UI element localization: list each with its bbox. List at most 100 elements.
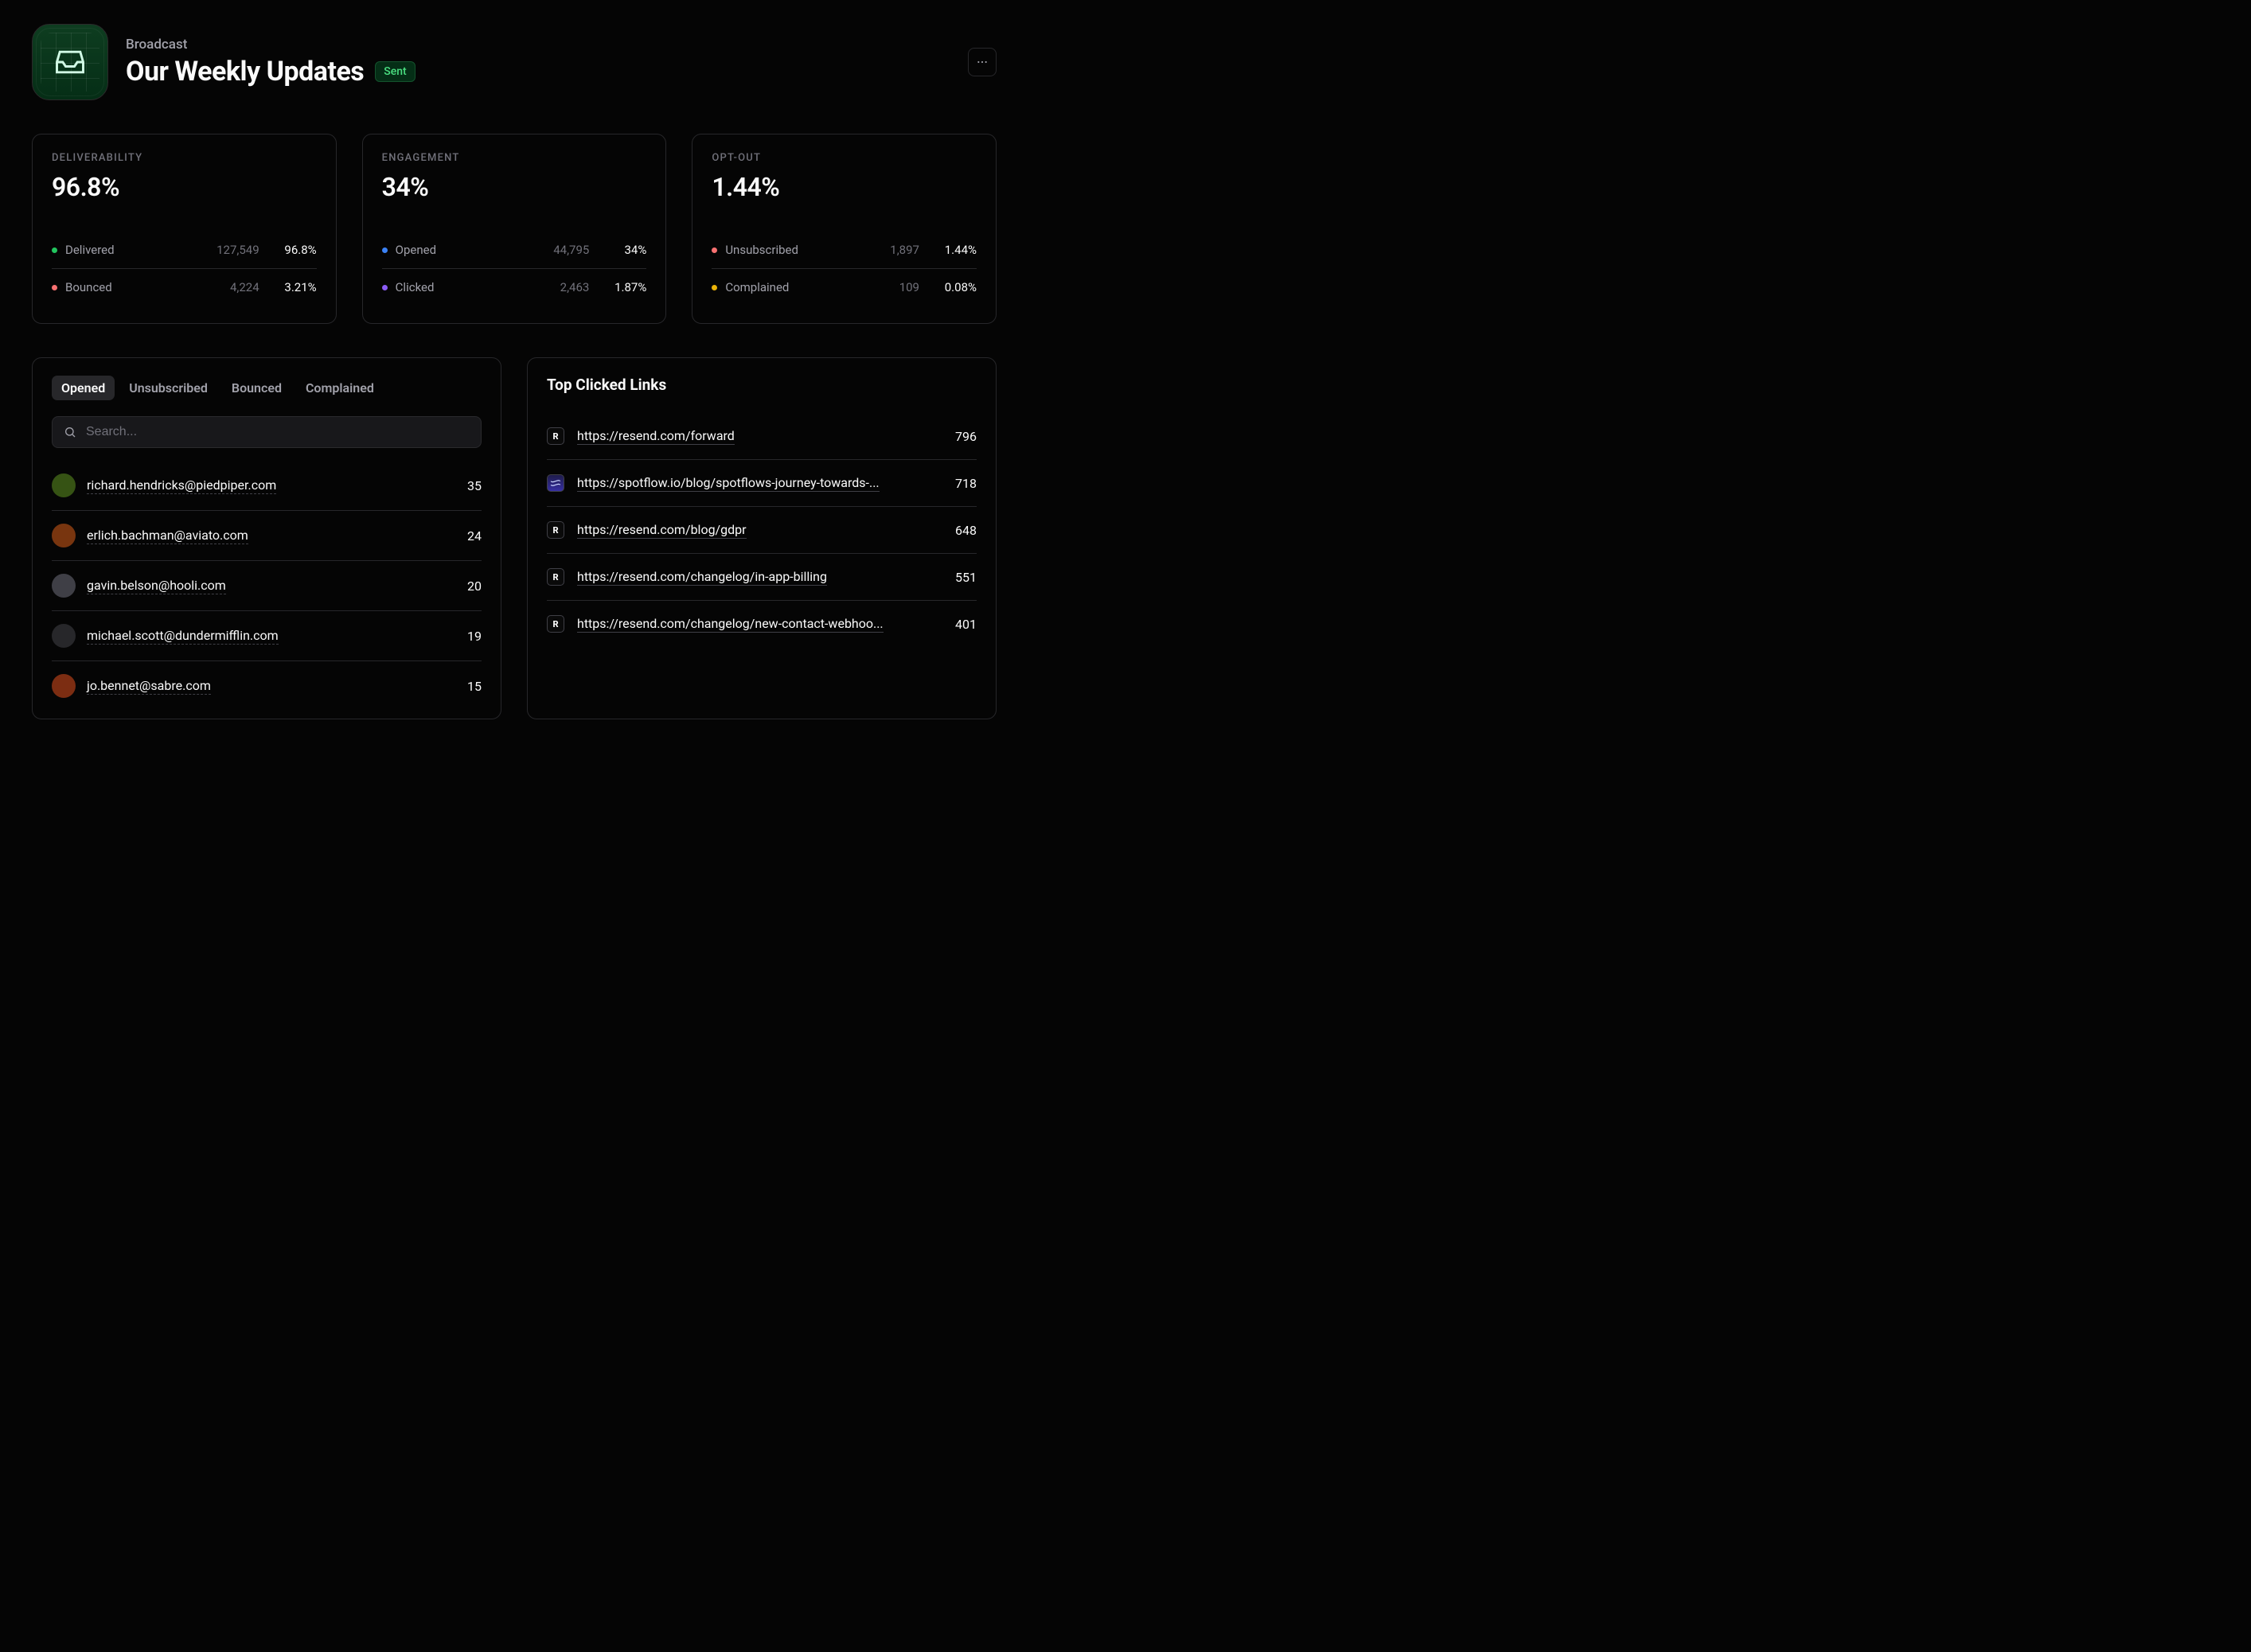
recipient-email[interactable]: richard.hendricks@piedpiper.com [87,477,276,494]
recipient-count: 19 [467,629,482,644]
stat-row-pct: 34% [605,243,646,257]
lower-grid: OpenedUnsubscribedBouncedComplained rich… [32,357,997,719]
stat-card: OPT-OUT 1.44% Unsubscribed 1,897 1.44% Compla… [692,134,997,324]
stat-card-value: 96.8% [52,172,317,202]
status-dot [52,247,57,253]
search-icon [64,426,76,438]
recipient-count: 20 [467,579,482,594]
stat-card-label: DELIVERABILITY [52,152,317,164]
stat-card-label: ENGAGEMENT [382,152,647,164]
stat-card: DELIVERABILITY 96.8% Delivered 127,549 96.8%… [32,134,337,324]
recipient-row[interactable]: michael.scott@dundermifflin.com 19 [52,611,482,661]
search-input[interactable] [84,424,470,440]
link-url[interactable]: https://resend.com/forward [577,428,735,445]
status-dot [712,285,717,290]
stat-cards: DELIVERABILITY 96.8% Delivered 127,549 96.8%… [32,134,997,324]
recipient-email[interactable]: michael.scott@dundermifflin.com [87,628,279,645]
status-dot [52,285,57,290]
stat-row-label: Complained [725,280,891,294]
link-url[interactable]: https://spotflow.io/blog/spotflows-journ… [577,475,880,492]
link-count: 551 [955,570,977,585]
status-dot [382,285,388,290]
avatar [52,574,76,598]
dashboard-root: Broadcast Our Weekly Updates Sent DELIVE… [0,0,1028,751]
stat-row-count: 44,795 [553,243,589,257]
stat-row-pct: 3.21% [275,280,317,294]
link-url[interactable]: https://resend.com/blog/gdpr [577,522,747,539]
stat-card-value: 1.44% [712,172,977,202]
link-favicon: R [547,521,564,539]
stat-row-count: 109 [899,280,919,294]
link-favicon [547,474,564,492]
stat-row-count: 4,224 [230,280,259,294]
avatar [52,524,76,547]
recipient-tabs: OpenedUnsubscribedBouncedComplained [52,376,482,400]
link-row[interactable]: https://spotflow.io/blog/spotflows-journ… [547,460,977,507]
link-list: Rhttps://resend.com/forward 796 https://sp… [547,413,977,647]
stat-row-label: Unsubscribed [725,243,882,257]
stat-row: Complained 109 0.08% [712,268,977,306]
stat-row-count: 2,463 [560,280,590,294]
stat-card-label: OPT-OUT [712,152,977,164]
status-dot [382,247,388,253]
links-panel-title: Top Clicked Links [547,376,977,394]
more-button[interactable] [968,48,997,76]
tab-complained[interactable]: Complained [296,376,384,400]
tab-opened[interactable]: Opened [52,376,115,400]
link-url[interactable]: https://resend.com/changelog/new-contact… [577,616,884,633]
stat-card: ENGAGEMENT 34% Opened 44,795 34% Clicked 2,463… [362,134,667,324]
tab-bounced[interactable]: Bounced [222,376,291,400]
recipient-row[interactable]: gavin.belson@hooli.com 20 [52,561,482,611]
link-count: 648 [955,523,977,538]
link-count: 401 [955,617,977,632]
ellipsis-icon [976,56,989,68]
stat-row: Delivered 127,549 96.8% [52,231,317,268]
link-row[interactable]: Rhttps://resend.com/forward 796 [547,413,977,460]
header-eyebrow: Broadcast [126,37,950,53]
avatar [52,473,76,497]
link-url[interactable]: https://resend.com/changelog/in-app-bill… [577,569,827,586]
recipient-email[interactable]: gavin.belson@hooli.com [87,578,226,594]
link-favicon: R [547,615,564,633]
stat-row-pct: 1.44% [935,243,977,257]
recipient-row[interactable]: erlich.bachman@aviato.com 24 [52,511,482,561]
recipient-count: 24 [467,528,482,544]
avatar [52,674,76,698]
stat-row-label: Delivered [65,243,209,257]
stat-row-pct: 0.08% [935,280,977,294]
stat-row-count: 1,897 [890,243,919,257]
stat-row: Bounced4,2243.21% [52,268,317,306]
stat-row: Unsubscribed 1,897 1.44% [712,231,977,268]
link-row[interactable]: Rhttps://resend.com/changelog/new-contac… [547,601,977,647]
recipient-email[interactable]: jo.bennet@sabre.com [87,678,211,695]
stat-row: Opened 44,795 34% [382,231,647,268]
recipients-panel: OpenedUnsubscribedBouncedComplained rich… [32,357,501,719]
link-favicon: R [547,568,564,586]
recipient-count: 15 [467,679,482,694]
recipient-row[interactable]: jo.bennet@sabre.com 15 [52,661,482,711]
link-row[interactable]: Rhttps://resend.com/changelog/in-app-bil… [547,554,977,601]
broadcast-icon [32,24,108,100]
header: Broadcast Our Weekly Updates Sent [32,24,997,100]
link-favicon: R [547,427,564,445]
stat-row: Clicked 2,463 1.87% [382,268,647,306]
stat-row-label: Clicked [396,280,552,294]
recipient-row[interactable]: richard.hendricks@piedpiper.com 35 [52,461,482,511]
status-dot [712,247,717,253]
links-panel: Top Clicked Links Rhttps://resend.com/fo… [527,357,997,719]
tab-unsubscribed[interactable]: Unsubscribed [119,376,217,400]
status-badge: Sent [375,61,415,82]
page-title: Our Weekly Updates [126,56,364,88]
stat-row-pct: 96.8% [275,243,317,257]
link-count: 796 [955,429,977,444]
link-row[interactable]: Rhttps://resend.com/blog/gdpr 648 [547,507,977,554]
header-text: Broadcast Our Weekly Updates Sent [126,37,950,88]
stat-card-value: 34% [382,172,647,202]
recipient-count: 35 [467,478,482,493]
stat-row-label: Opened [396,243,546,257]
recipient-email[interactable]: erlich.bachman@aviato.com [87,528,248,544]
link-count: 718 [955,476,977,491]
stat-row-pct: 1.87% [605,280,646,294]
search-input-wrapper[interactable] [52,416,482,448]
stat-row-count: 127,549 [217,243,259,257]
